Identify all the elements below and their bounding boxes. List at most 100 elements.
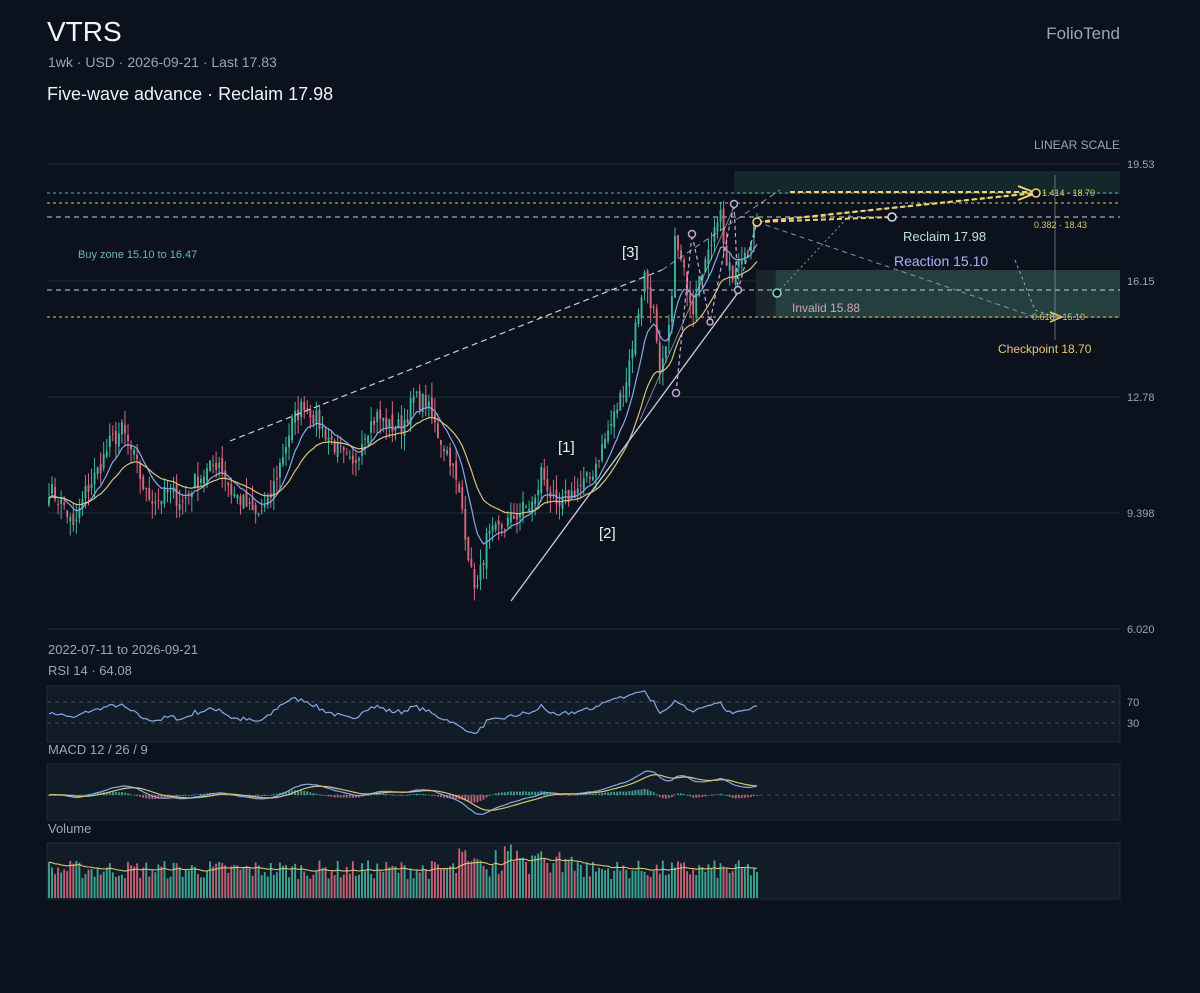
volume-bar [348,873,351,898]
candle [598,459,600,469]
candle [619,389,622,411]
volume-bar [81,878,84,898]
macd-histogram-bar [397,794,400,796]
macd-histogram-bar [333,795,336,798]
volume-bar [686,871,689,898]
macd-histogram-bar [564,794,567,796]
volume-bar [233,864,236,898]
volume-bar [561,872,564,898]
macd-histogram-bar [394,794,397,796]
candle [163,478,166,508]
candle [458,481,461,493]
candle [373,416,376,434]
volume-bar [512,861,515,898]
candle [725,232,728,266]
candle [637,308,640,328]
volume-bar [269,862,272,898]
macd-histogram-bar [345,795,348,798]
volume-bar [667,874,670,898]
macd-histogram-bar [573,794,576,796]
candle [737,253,740,281]
candle [433,398,436,433]
candle [470,547,473,569]
candle [230,477,233,504]
volume-bar [731,871,734,898]
candle [604,432,607,449]
volume-bar [637,860,640,898]
volume-bar [218,861,221,898]
macd-histogram-bar [670,795,673,798]
volume-bar [646,875,649,898]
fib-label: 1.414 · 18.70 [1042,188,1095,198]
macd-histogram-bar [725,795,728,797]
macd-histogram-bar [494,793,497,795]
volume-bar [537,853,540,898]
candle [382,417,385,433]
macd-histogram-bar [643,788,646,795]
candle [102,441,105,472]
candle [248,497,251,511]
volume-bar [199,877,202,898]
candle [443,445,445,462]
volume-bar [157,864,160,898]
candle [330,430,333,445]
volume-bar [196,874,199,898]
candle [181,494,184,515]
volume-bar [206,871,208,898]
candle [364,433,366,455]
candle [221,446,224,488]
candle [683,256,686,276]
candle [78,498,81,524]
macd-histogram-bar [649,790,652,795]
volume-bar [379,871,382,898]
volume-bar [573,870,576,898]
candle [133,447,136,461]
candle [175,474,178,518]
volume-bar [357,874,360,898]
volume-bar [324,867,327,898]
volume-bar [133,866,136,898]
volume-bar [467,860,470,898]
candle [139,459,142,494]
volume-average-line [48,857,758,872]
macd-histogram-bar [531,791,534,795]
invalid-zone [756,270,776,318]
candle [573,476,576,499]
candle [616,402,619,419]
candle [427,394,430,418]
volume-bar [373,878,376,898]
volume-bar [66,871,69,898]
macd-histogram-bar [108,791,111,795]
candle [391,401,394,443]
candle [549,486,552,513]
volume-bar [491,864,494,898]
macd-histogram-bar [443,795,445,798]
volume-bar [746,864,749,898]
macd-histogram-bar [449,795,452,799]
macd-histogram-bar [412,793,415,795]
volume-bar [722,866,725,898]
volume-bar [242,866,245,898]
candle [482,560,485,579]
volume-bar [406,879,409,898]
volume-bar [263,872,266,898]
macd-histogram-bar [257,795,260,797]
macd-histogram-bar [607,792,610,795]
volume-bar [403,865,406,898]
volume-bar [555,856,558,898]
candle [306,399,309,415]
volume-bar [458,848,461,898]
candle [500,522,503,537]
candle [610,410,613,435]
volume-bar [69,860,72,898]
candle [516,503,518,534]
macd-histogram-bar [136,795,139,796]
volume-bar [385,861,388,898]
candle [677,235,679,259]
macd-histogram-bar [203,793,205,795]
candle [534,494,537,516]
candle [643,269,646,301]
candle [203,469,205,493]
candle [309,404,312,429]
